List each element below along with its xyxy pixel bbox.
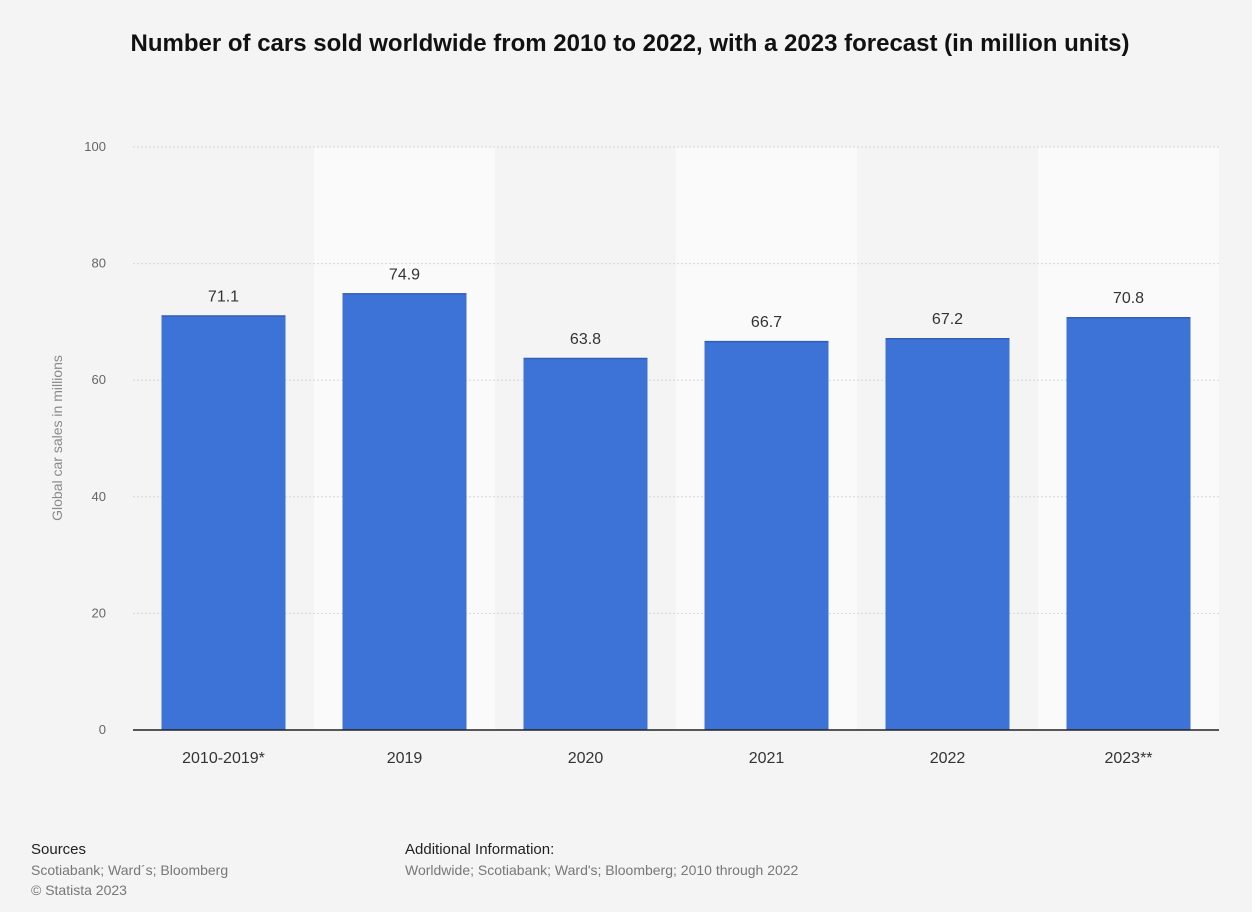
x-tick-label: 2019 bbox=[387, 750, 423, 767]
footer-sources: Sources Scotiabank; Ward´s; Bloomberg © … bbox=[31, 840, 228, 900]
sources-text: Scotiabank; Ward´s; Bloomberg bbox=[31, 862, 229, 878]
data-label: 63.8 bbox=[570, 331, 601, 348]
data-label: 71.1 bbox=[208, 288, 239, 305]
x-tick-label: 2021 bbox=[749, 750, 785, 767]
x-tick-label: 2020 bbox=[568, 750, 604, 767]
y-tick-label: 20 bbox=[92, 605, 106, 620]
y-tick-label: 40 bbox=[92, 489, 106, 504]
bar[interactable] bbox=[342, 293, 467, 730]
chart-title: Number of cars sold worldwide from 2010 … bbox=[130, 30, 1130, 57]
x-tick-label: 2010-2019* bbox=[182, 750, 265, 767]
data-label: 74.9 bbox=[389, 266, 420, 283]
y-tick-label: 100 bbox=[84, 139, 106, 154]
sources-heading: Sources bbox=[31, 841, 87, 858]
y-axis-label: Global car sales in millions bbox=[49, 355, 65, 521]
bar[interactable] bbox=[1066, 317, 1191, 730]
bar[interactable] bbox=[161, 315, 286, 730]
bar[interactable] bbox=[704, 341, 829, 730]
bar[interactable] bbox=[885, 338, 1010, 730]
x-tick-label: 2022 bbox=[930, 750, 966, 767]
y-tick-labels: 0 20 40 60 80 100 bbox=[84, 139, 106, 737]
data-label: 70.8 bbox=[1113, 290, 1144, 307]
y-tick-label: 0 bbox=[99, 722, 106, 737]
y-tick-label: 60 bbox=[92, 372, 106, 387]
copyright-text: © Statista 2023 bbox=[31, 882, 127, 898]
x-tick-label: 2023** bbox=[1104, 750, 1152, 767]
data-label: 67.2 bbox=[932, 311, 963, 328]
bar[interactable] bbox=[523, 358, 648, 730]
x-tick-labels: 2010-2019* 2019 2020 2021 2022 2023** bbox=[182, 750, 1152, 767]
value-labels: 71.1 74.9 63.8 66.7 67.2 70.8 bbox=[208, 266, 1144, 348]
data-label: 66.7 bbox=[751, 314, 782, 331]
y-tick-label: 80 bbox=[92, 256, 106, 271]
gridlines bbox=[133, 146, 1219, 614]
additional-info-text: Worldwide; Scotiabank; Ward's; Bloomberg… bbox=[405, 862, 799, 878]
footer-additional-info: Additional Information: Worldwide; Scoti… bbox=[405, 840, 798, 880]
bar-chart: 71.174.963.866.7 67.270.8 2010-2019* 2019 2… bbox=[49, 139, 1219, 767]
bars bbox=[161, 293, 1191, 730]
additional-info-heading: Additional Information: bbox=[405, 841, 555, 858]
